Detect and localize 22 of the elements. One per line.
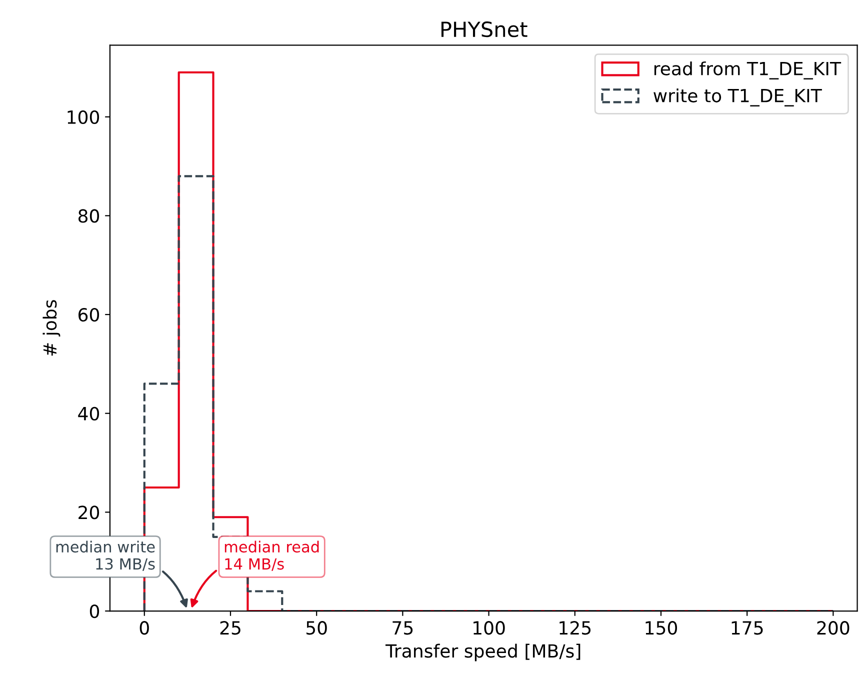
y-tick-label: 100 xyxy=(68,110,100,124)
annotation: median read 14 MB/s xyxy=(224,540,319,571)
x-tick-label: 0 xyxy=(140,621,149,635)
x-tick-label: 25 xyxy=(220,621,240,635)
legend-label: read from T1_DE_KIT xyxy=(654,61,842,80)
legend-label: write to T1_DE_KIT xyxy=(654,88,822,106)
y-tick-label: 80 xyxy=(78,209,100,223)
y-tick-label: 0 xyxy=(90,604,100,618)
x-tick-label: 50 xyxy=(306,621,327,635)
x-tick-label: 125 xyxy=(560,621,591,635)
chart-title: PHYSnet xyxy=(441,21,528,38)
x-tick-label: 200 xyxy=(817,621,850,635)
y-tick-label: 40 xyxy=(78,406,100,420)
x-axis-title: Transfer speed [MB/s] xyxy=(385,644,580,662)
x-tick-label: 150 xyxy=(646,621,678,635)
x-tick-label: 75 xyxy=(392,621,413,635)
x-tick-label: 175 xyxy=(732,621,763,635)
y-tick-label: 20 xyxy=(78,506,100,520)
y-axis-title: # jobs xyxy=(42,300,60,356)
x-tick-label: 100 xyxy=(474,621,505,635)
annotation: median write 13 MB/s xyxy=(56,540,155,571)
y-tick-label: 60 xyxy=(78,308,100,322)
